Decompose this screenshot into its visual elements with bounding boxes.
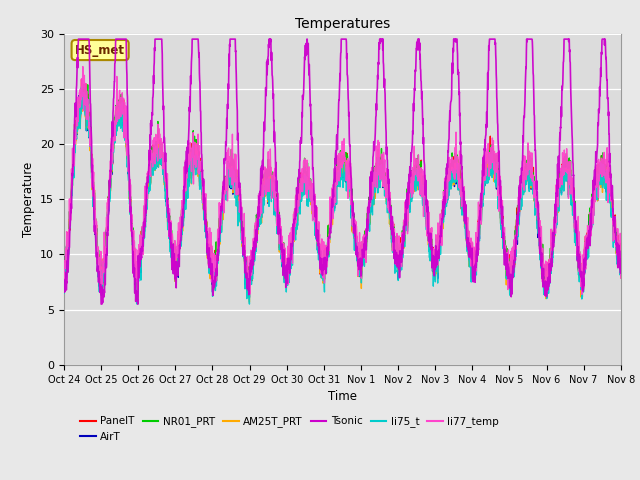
li75_t (617, 273, 625, 278)
li77_temp (584, 223, 591, 228)
AM25T_PRT (568, 195, 576, 201)
li77_temp (79, 64, 86, 70)
Line: AM25T_PRT: AM25T_PRT (64, 87, 621, 302)
AM25T_PRT (584, 246, 591, 252)
Line: NR01_PRT: NR01_PRT (64, 84, 621, 293)
Tsonic (75, 36, 83, 42)
NR01_PRT (505, 269, 513, 275)
AirT (505, 276, 513, 282)
li77_temp (568, 181, 576, 187)
AirT (216, 230, 223, 236)
li75_t (359, 261, 367, 266)
NR01_PRT (80, 81, 88, 87)
li75_t (505, 280, 513, 286)
PanelT (568, 192, 576, 198)
PanelT (216, 233, 223, 239)
AM25T_PRT (617, 275, 625, 281)
li77_temp (359, 244, 367, 250)
Title: Temperatures: Temperatures (295, 17, 390, 31)
NR01_PRT (584, 242, 591, 248)
li77_temp (60, 274, 68, 280)
NR01_PRT (216, 224, 223, 229)
PanelT (504, 256, 512, 262)
Tsonic (371, 135, 379, 141)
li77_temp (541, 292, 549, 298)
li77_temp (504, 247, 512, 252)
AirT (617, 266, 625, 272)
NR01_PRT (568, 191, 576, 196)
NR01_PRT (359, 241, 367, 247)
Tsonic (584, 235, 591, 240)
li75_t (568, 200, 576, 206)
li77_temp (617, 276, 625, 281)
AirT (60, 273, 68, 278)
li75_t (216, 239, 223, 244)
Line: PanelT: PanelT (64, 79, 621, 295)
AM25T_PRT (371, 176, 379, 182)
Line: Tsonic: Tsonic (64, 39, 621, 304)
li75_t (60, 272, 68, 278)
Line: AirT: AirT (64, 88, 621, 299)
li77_temp (371, 165, 379, 170)
li75_t (371, 169, 379, 175)
Tsonic (60, 276, 68, 282)
AM25T_PRT (359, 260, 367, 266)
Tsonic (617, 259, 625, 264)
Legend: PanelT, AirT, NR01_PRT, AM25T_PRT, Tsonic, li75_t, li77_temp: PanelT, AirT, NR01_PRT, AM25T_PRT, Tsoni… (81, 416, 499, 442)
AirT (568, 202, 576, 208)
Tsonic (97, 301, 105, 307)
Text: HS_met: HS_met (75, 44, 125, 57)
NR01_PRT (617, 262, 625, 267)
Line: li77_temp: li77_temp (64, 67, 621, 295)
AirT (371, 179, 379, 185)
PanelT (359, 244, 367, 250)
AirT (133, 296, 141, 301)
PanelT (371, 173, 379, 179)
NR01_PRT (371, 163, 379, 169)
Y-axis label: Temperature: Temperature (22, 162, 35, 237)
Tsonic (568, 132, 576, 137)
Line: li75_t: li75_t (64, 86, 621, 304)
X-axis label: Time: Time (328, 390, 357, 403)
PanelT (77, 76, 85, 82)
li75_t (133, 301, 141, 307)
PanelT (617, 270, 625, 276)
PanelT (60, 278, 68, 284)
AM25T_PRT (60, 275, 68, 281)
li77_temp (216, 216, 223, 222)
AM25T_PRT (216, 233, 223, 239)
PanelT (584, 248, 591, 253)
NR01_PRT (246, 290, 253, 296)
li75_t (584, 256, 591, 262)
AirT (77, 85, 85, 91)
AirT (584, 247, 591, 252)
AirT (359, 260, 367, 265)
PanelT (543, 292, 550, 298)
AM25T_PRT (77, 84, 85, 90)
NR01_PRT (60, 264, 68, 270)
AM25T_PRT (505, 268, 513, 274)
AM25T_PRT (246, 300, 253, 305)
Tsonic (505, 265, 513, 271)
Tsonic (216, 225, 223, 230)
Tsonic (359, 254, 367, 260)
li75_t (77, 84, 85, 89)
